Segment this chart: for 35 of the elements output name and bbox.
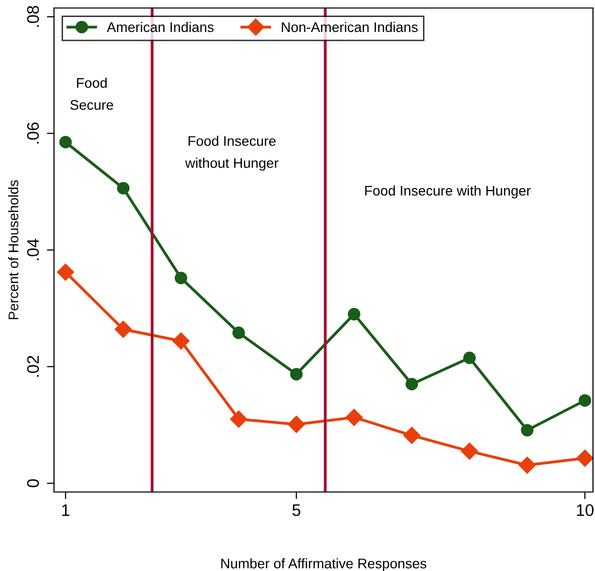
annotation: Food Secure [70,78,114,110]
annotation: Food Insecure with Hunger [365,185,531,198]
y-tick-label: .02 [27,356,39,377]
point [288,416,305,433]
point [518,456,536,474]
x-tick-label: 10 [576,504,594,516]
point [232,326,245,340]
point [346,408,363,426]
point [117,182,130,194]
point [520,424,534,436]
point [403,426,420,444]
point [174,272,188,284]
point [406,378,418,390]
legend-label: Non-American Indians [282,22,418,32]
y-tick-label: .04 [27,238,39,260]
y-tick-label: .06 [27,122,39,144]
point [463,352,476,364]
point [172,332,190,350]
point [59,136,72,148]
point [290,368,303,380]
point [56,264,74,281]
y-tick-label: 0 [27,479,39,488]
point [348,308,360,320]
point [578,394,592,407]
point [460,442,478,460]
point [114,320,132,338]
legend-label: American Indians [106,22,214,32]
x-axis-title: Number of Affirmative Responses [221,558,426,571]
y-axis-title: Percent of Households [8,180,18,320]
annotation: Food Insecure without Hunger [185,136,278,171]
y-tick-label: .08 [27,6,39,27]
point [230,410,248,428]
x-tick-label: 1 [62,504,70,516]
x-tick-label: 5 [292,504,300,516]
point [576,450,593,467]
